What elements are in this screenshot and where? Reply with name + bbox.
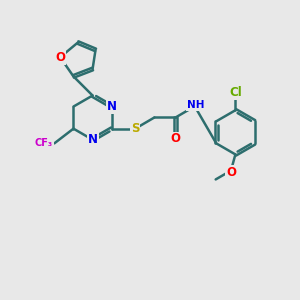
Text: O: O: [226, 166, 236, 178]
Text: CF₃: CF₃: [35, 138, 53, 148]
Text: Cl: Cl: [229, 86, 242, 99]
Text: O: O: [55, 51, 65, 64]
Text: O: O: [171, 133, 181, 146]
Text: S: S: [131, 122, 140, 135]
Text: N: N: [107, 100, 117, 113]
Text: NH: NH: [187, 100, 204, 110]
Text: N: N: [88, 133, 98, 146]
